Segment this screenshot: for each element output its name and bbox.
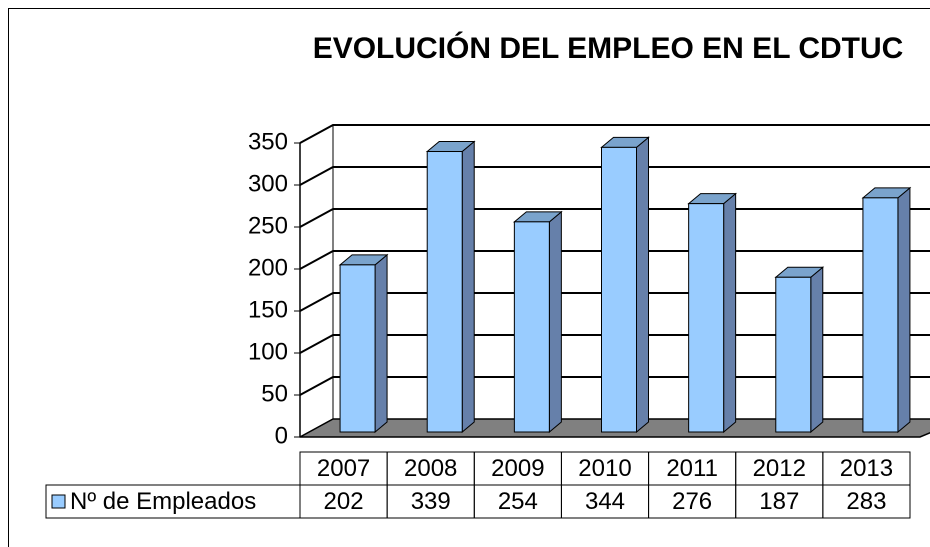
y-tick-label: 200	[248, 254, 288, 281]
bar-side	[636, 136, 649, 434]
data-label: 276	[672, 488, 712, 515]
bar	[339, 264, 376, 433]
data-label: 202	[324, 488, 364, 515]
y-tick-label: 300	[248, 170, 288, 197]
bar-side	[374, 253, 388, 434]
y-tick-label: 0	[275, 422, 288, 449]
bar-side	[897, 186, 911, 434]
x-tick-label: 2013	[840, 455, 893, 482]
y-tick-label: 100	[248, 338, 288, 365]
grid-line	[299, 124, 930, 144]
bar	[426, 151, 463, 433]
x-tick-label: 2009	[491, 455, 544, 482]
data-label: 187	[759, 488, 799, 515]
bar	[862, 197, 899, 433]
data-label: 283	[846, 488, 886, 515]
grid-line	[299, 166, 930, 186]
x-tick-label: 2012	[753, 455, 806, 482]
bar	[688, 203, 725, 433]
legend-label: Nº de Empleados	[70, 488, 256, 515]
data-label: 254	[498, 488, 538, 515]
data-label: 339	[411, 488, 451, 515]
y-tick-label: 150	[248, 296, 288, 323]
side-wall	[299, 124, 334, 438]
bar	[775, 276, 812, 433]
x-tick-label: 2010	[578, 455, 631, 482]
x-tick-label: 2008	[404, 455, 457, 482]
data-label: 344	[585, 488, 625, 515]
chart-frame	[8, 8, 930, 547]
bar-side	[810, 266, 824, 434]
bar-side	[461, 140, 475, 434]
x-tick-label: 2011	[666, 455, 718, 482]
bar-side	[548, 210, 562, 434]
legend-swatch	[51, 494, 66, 509]
chart-title: EVOLUCIÓN DEL EMPLEO EN EL CDTUC	[313, 31, 904, 65]
y-tick-label: 250	[248, 212, 288, 239]
table-cell	[822, 484, 911, 519]
bar	[513, 221, 550, 433]
bar	[601, 146, 637, 433]
x-tick-label: 2007	[317, 455, 370, 482]
y-tick-label: 350	[248, 128, 288, 155]
bar-side	[723, 192, 737, 434]
y-tick-label: 50	[261, 380, 288, 407]
